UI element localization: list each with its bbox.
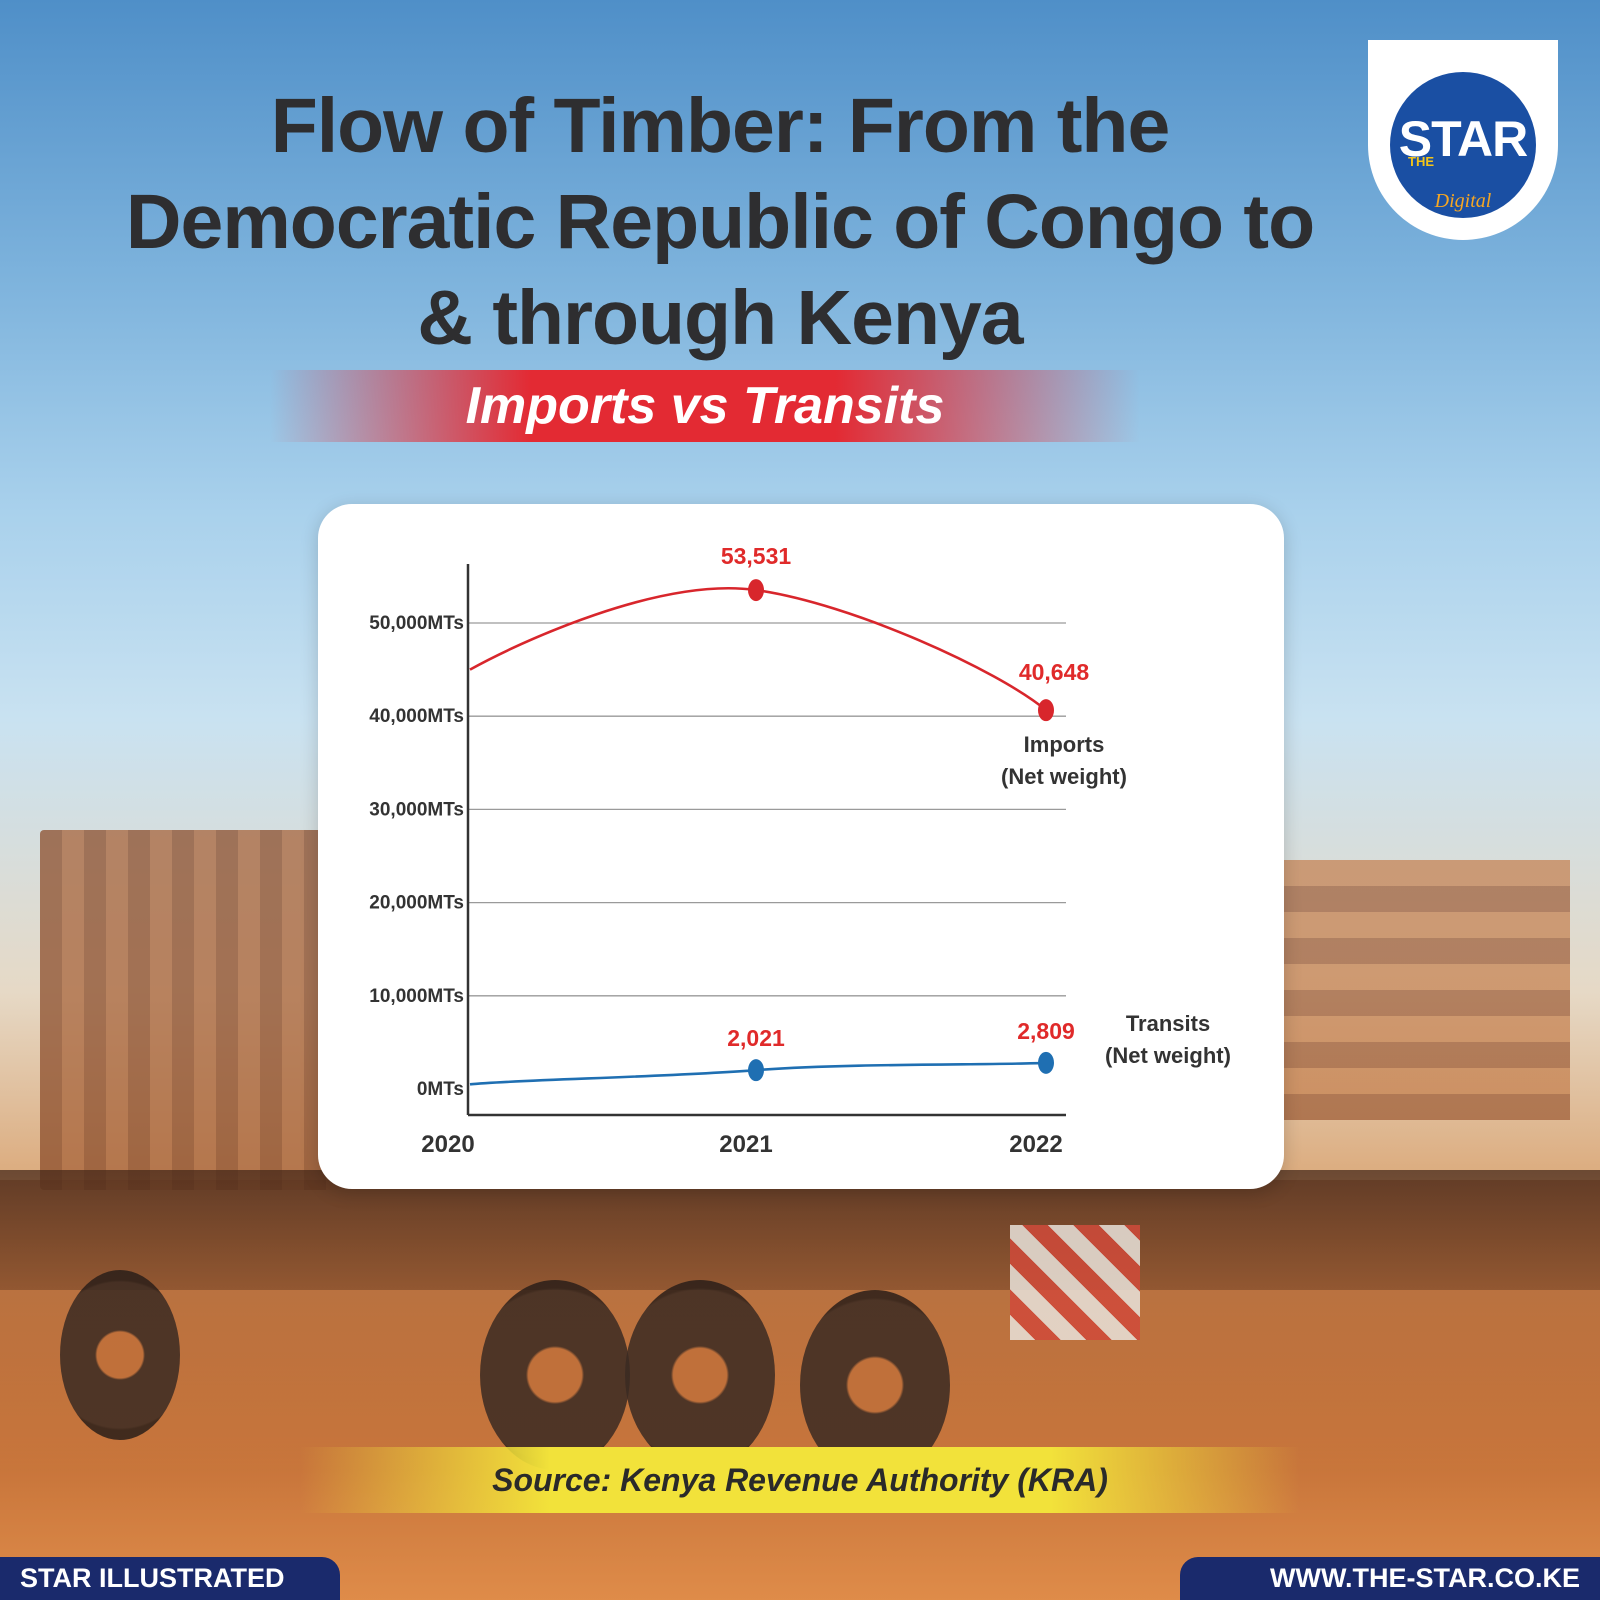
imports-data-label: 53,531 <box>721 543 792 569</box>
timber-load-left <box>40 830 340 1190</box>
imports-line <box>469 587 1047 712</box>
footer-brand: STAR ILLUSTRATED <box>0 1557 340 1600</box>
footer-website[interactable]: WWW.THE-STAR.CO.KE <box>1180 1557 1600 1600</box>
subtitle: Imports vs Transits <box>465 377 945 435</box>
y-tick-label: 50,000MTs <box>369 613 464 634</box>
transits-series-label: Transits <box>1126 1011 1210 1036</box>
transits-data-label: 2,021 <box>727 1025 785 1051</box>
truck-wheel <box>480 1280 630 1470</box>
truck-trailer <box>0 1170 1600 1290</box>
imports-series-label: Imports <box>1024 732 1105 757</box>
x-tick-label: 2022 <box>1009 1131 1062 1158</box>
hazard-stripes <box>1010 1225 1140 1340</box>
imports-point <box>748 579 764 602</box>
transits-series-label: (Net weight) <box>1105 1043 1231 1068</box>
transits-point <box>748 1059 764 1082</box>
transits-data-label: 2,809 <box>1017 1018 1075 1044</box>
y-tick-label: 0MTs <box>417 1079 464 1100</box>
y-tick-label: 40,000MTs <box>369 706 464 727</box>
imports-point <box>1038 699 1054 722</box>
y-tick-label: 10,000MTs <box>369 986 464 1007</box>
chart-card: 0MTs 10,000MTs 20,000MTs 30,000MTs 40,000MTs… <box>318 504 1284 1189</box>
logo-suffix: Digital <box>1434 190 1492 212</box>
x-tick-label: 2021 <box>719 1131 772 1158</box>
timber-load-right <box>1270 860 1570 1120</box>
line-chart: 0MTs 10,000MTs 20,000MTs 30,000MTs 40,000MTs… <box>369 543 1231 1158</box>
page-title: Flow of Timber: From the Democratic Repu… <box>125 83 1315 361</box>
x-tick-label: 2020 <box>421 1131 474 1158</box>
subtitle-band <box>270 370 1140 442</box>
truck-wheel <box>60 1270 180 1440</box>
imports-data-label: 40,648 <box>1019 659 1090 685</box>
logo-prefix: THE <box>1408 154 1434 169</box>
transits-point <box>1038 1051 1054 1074</box>
truck-wheel <box>625 1280 775 1470</box>
logo-brand: STAR <box>1398 111 1528 167</box>
source-note: Source: Kenya Revenue Authority (KRA) <box>492 1462 1108 1498</box>
star-logo: STAR THE Digital <box>1368 40 1558 240</box>
source-band <box>300 1447 1300 1513</box>
logo-circle: STAR THE Digital <box>1390 72 1536 218</box>
imports-series-label: (Net weight) <box>1001 764 1127 789</box>
y-tick-label: 30,000MTs <box>369 799 464 820</box>
y-tick-label: 20,000MTs <box>369 893 464 914</box>
